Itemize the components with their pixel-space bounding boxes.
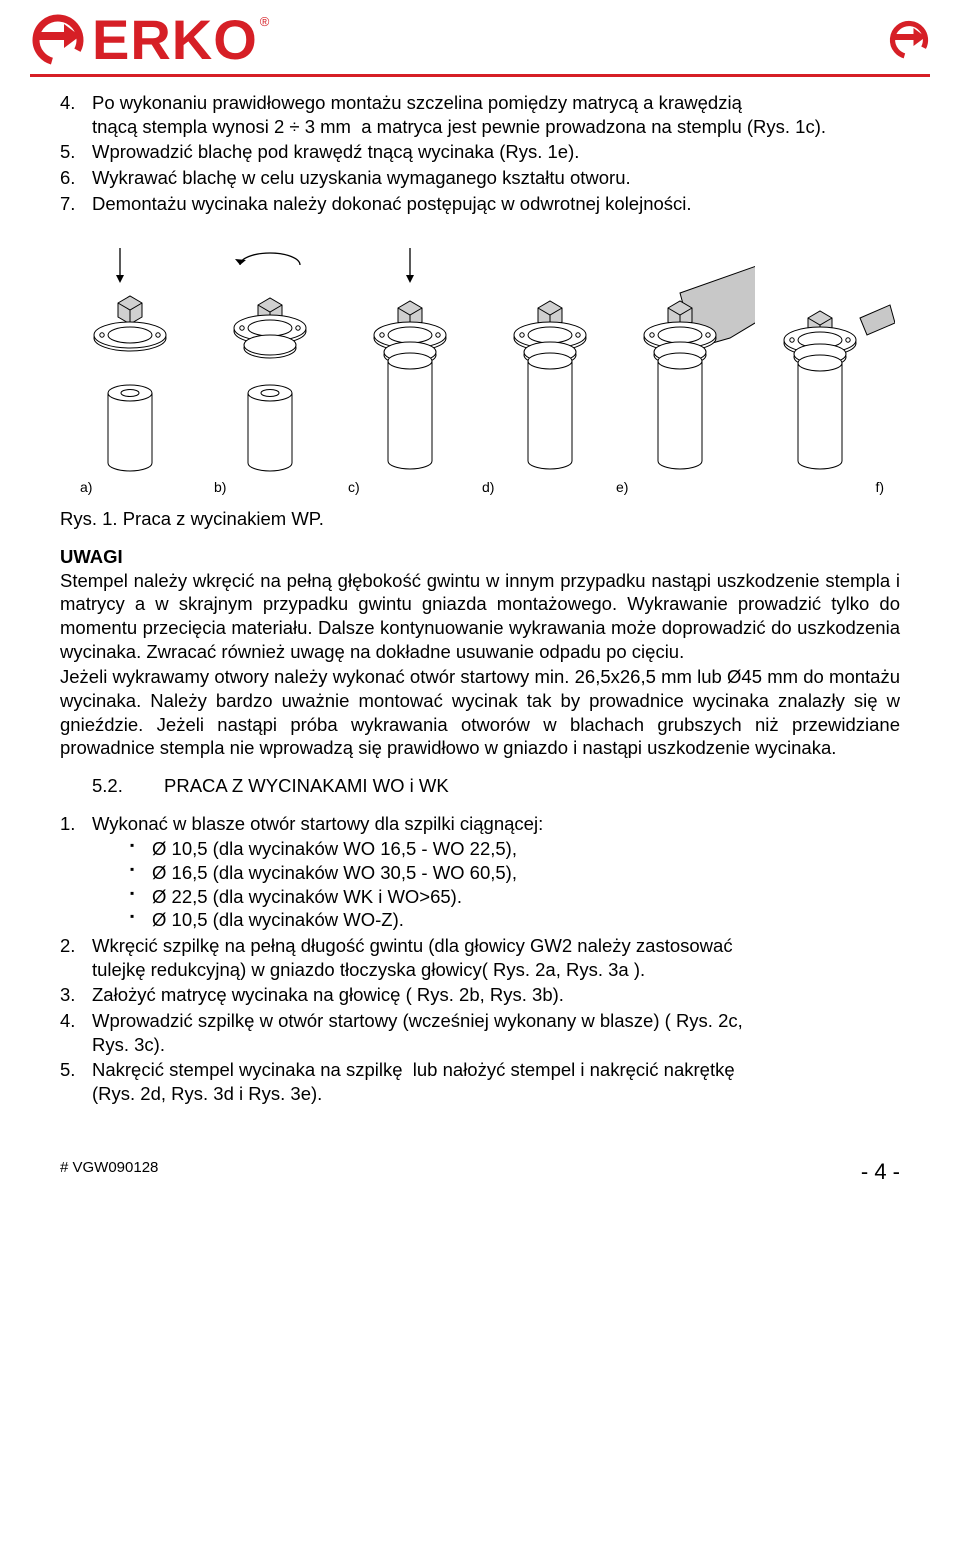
num-label: 7. <box>60 192 92 216</box>
instruction-text: Wprowadzić blachę pod krawędź tnącą wyci… <box>92 141 579 162</box>
num-label: 5. <box>60 1058 92 1082</box>
step-text: Założyć matrycę wycinaka na głowicę ( Ry… <box>92 984 564 1005</box>
diagram-label: a) <box>80 479 214 497</box>
instruction-6: 6.Wykrawać blachę w celu uzyskania wymag… <box>60 166 900 190</box>
brand-logo: ERKO ® <box>30 12 267 68</box>
registered-icon: ® <box>260 14 270 31</box>
figure-caption: Rys. 1. Praca z wycinakiem WP. <box>60 507 900 531</box>
diagram-label: f) <box>750 479 894 497</box>
diagram-b <box>200 243 340 473</box>
diagram-e <box>620 243 760 473</box>
page-content: 4.Po wykonaniu prawidłowego montażu szcz… <box>0 91 960 1106</box>
instruction-5: 5.Wprowadzić blachę pod krawędź tnącą wy… <box>60 140 900 164</box>
step-4: 4.Wprowadzić szpilkę w otwór startowy (w… <box>60 1009 900 1056</box>
diagram-f <box>760 243 900 473</box>
bullet-item: Ø 10,5 (dla wycinaków WO 16,5 - WO 22,5)… <box>130 837 900 861</box>
page-footer: # VGW090128 - 4 - <box>0 1108 960 1206</box>
erko-symbol-small-icon <box>888 19 930 61</box>
num-label: 5. <box>60 140 92 164</box>
header-divider <box>30 74 930 77</box>
diagram-d <box>480 243 620 473</box>
instruction-text: Demontażu wycinaka należy dokonać postęp… <box>92 193 692 214</box>
bullet-item: Ø 22,5 (dla wycinaków WK i WO>65). <box>130 885 900 909</box>
num-label: 4. <box>60 1009 92 1033</box>
step-text: Wkręcić szpilkę na pełną długość gwintu … <box>92 935 733 956</box>
section-number: 5.2. <box>92 774 164 798</box>
bullet-item: Ø 10,5 (dla wycinaków WO-Z). <box>130 908 900 932</box>
instruction-text: Po wykonaniu prawidłowego montażu szczel… <box>92 92 742 113</box>
section-title: PRACA Z WYCINAKAMI WO i WK <box>164 775 449 796</box>
instruction-4: 4.Po wykonaniu prawidłowego montażu szcz… <box>60 91 900 138</box>
erko-symbol-icon <box>30 12 86 68</box>
footer-page-number: - 4 - <box>861 1158 900 1186</box>
page-header: ERKO ® <box>0 0 960 74</box>
instruction-7: 7.Demontażu wycinaka należy dokonać post… <box>60 192 900 216</box>
diagram-label: b) <box>214 479 348 497</box>
bullet-item: Ø 16,5 (dla wycinaków WO 30,5 - WO 60,5)… <box>130 861 900 885</box>
diagram-label: c) <box>348 479 482 497</box>
step-1-bullets: Ø 10,5 (dla wycinaków WO 16,5 - WO 22,5)… <box>60 837 900 932</box>
section-5-2: 5.2.PRACA Z WYCINAKAMI WO i WK <box>92 774 900 798</box>
diagram-label: e) <box>616 479 750 497</box>
num-label: 4. <box>60 91 92 115</box>
num-label: 2. <box>60 934 92 958</box>
instruction-text: Wykrawać blachę w celu uzyskania wymagan… <box>92 167 631 188</box>
notes-heading: UWAGI <box>60 545 900 569</box>
notes-paragraph-1: Stempel należy wkręcić na pełną głębokoś… <box>60 569 900 664</box>
step-1: 1.Wykonać w blasze otwór startowy dla sz… <box>60 812 900 836</box>
step-text-cont: tulejkę redukcyjną) w gniazdo tłoczyska … <box>60 958 900 982</box>
notes-paragraph-2: Jeżeli wykrawamy otwory należy wykonać o… <box>60 665 900 760</box>
diagram-c <box>340 243 480 473</box>
step-text-cont: (Rys. 2d, Rys. 3d i Rys. 3e). <box>60 1082 900 1106</box>
num-label: 6. <box>60 166 92 190</box>
step-text: Nakręcić stempel wycinaka na szpilkę lub… <box>92 1059 735 1080</box>
diagram-a <box>60 243 200 473</box>
step-text-cont: Rys. 3c). <box>60 1033 900 1057</box>
diagram-label: d) <box>482 479 616 497</box>
instruction-text-cont: tnącą stempla wynosi 2 ÷ 3 mm a matryca … <box>60 115 900 139</box>
num-label: 3. <box>60 983 92 1007</box>
step-2: 2.Wkręcić szpilkę na pełną długość gwint… <box>60 934 900 981</box>
step-3: 3.Założyć matrycę wycinaka na głowicę ( … <box>60 983 900 1007</box>
step-text: Wykonać w blasze otwór startowy dla szpi… <box>92 813 543 834</box>
diagram-labels: a) b) c) d) e) f) <box>60 479 900 497</box>
num-label: 1. <box>60 812 92 836</box>
brand-name: ERKO <box>92 12 258 68</box>
step-5: 5.Nakręcić stempel wycinaka na szpilkę l… <box>60 1058 900 1105</box>
step-text: Wprowadzić szpilkę w otwór startowy (wcz… <box>92 1010 743 1031</box>
footer-doc-id: # VGW090128 <box>60 1158 158 1186</box>
figure-1-diagrams <box>60 243 900 473</box>
